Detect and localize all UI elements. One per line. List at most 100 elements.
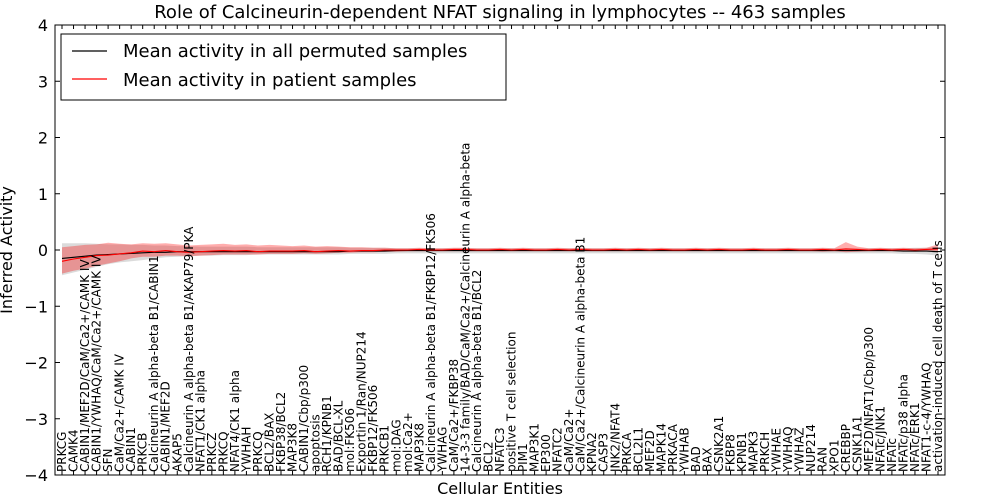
x-tick-label: YWHAE (770, 428, 784, 473)
x-tick-label: CaM/Ca2+/FKBP38 (447, 359, 461, 472)
x-tick-label: Exportin 1/Ran/NUP214 (355, 331, 369, 472)
x-tick-label: PRKCG (55, 432, 69, 472)
x-tick-label: CaM/Ca2+/Calcineurin A alpha-beta B1 (574, 237, 588, 472)
x-tick-label: BCL2L1 (631, 427, 645, 472)
x-tick-label: JNK2/NFAT4 (608, 403, 622, 473)
y-tick-label: −3 (24, 410, 48, 429)
chart-title: Role of Calcineurin-dependent NFAT signa… (154, 2, 846, 23)
x-tick-label: MEF2D (643, 430, 657, 472)
x-tick-label: CaM/Ca2+ (562, 408, 576, 472)
y-tick-label: 2 (38, 129, 48, 148)
x-tick-label: CSNK2A1 (712, 416, 726, 472)
x-tick-label: NFATc/ERK1 (908, 403, 922, 472)
x-tick-label: PRKCB1 (378, 425, 392, 472)
x-tick-label: FKBP38/BCL2 (274, 392, 288, 472)
legend: Mean activity in all permuted samples Me… (60, 33, 507, 101)
x-tick-label: CREBBP (839, 424, 853, 472)
x-tick-label: NFATc/p38 alpha (896, 374, 910, 472)
x-tick-label: EP300 (539, 434, 553, 472)
x-tick-label: YWHAB (677, 427, 691, 473)
y-axis-ticks: −4 −3 −2 −1 0 1 2 3 4 (24, 16, 945, 485)
x-tick-label: CaM/Ca2+/CAMK IV (113, 353, 127, 472)
x-tick-label: KPNB1 (735, 432, 749, 472)
x-tick-label: PIM1 (516, 443, 530, 472)
y-axis-label: Inferred Activity (0, 186, 16, 314)
series-lines (61, 248, 939, 262)
x-tick-label: YWHAG (435, 427, 449, 474)
x-tick-label: Calcineurin A alpha-beta B1/CABIN1 (147, 255, 161, 472)
x-tick-label: NFATc (885, 438, 899, 472)
line-patient-mean (61, 248, 939, 262)
x-tick-label: BAX (701, 447, 715, 472)
y-tick-label: −1 (24, 297, 48, 316)
x-tick-label: CABIN1/Cbp/p300 (297, 365, 311, 472)
x-tick-label: PRKACA (666, 423, 680, 472)
x-tick-label: BAD (689, 446, 703, 472)
x-tick-label: SFN (101, 448, 115, 472)
x-tick-label: MAP3K8 (412, 423, 426, 472)
x-tick-label: apoptosis (309, 414, 323, 472)
x-tick-label: CSNK1A1 (850, 416, 864, 472)
y-tick-label: 1 (38, 185, 48, 204)
x-tick-label: MEF2D/NFAT1/Cbp/p300 (862, 327, 876, 472)
x-tick-label: XPO1 (827, 439, 841, 472)
band-patient (62, 242, 938, 274)
legend-label-permuted: Mean activity in all permuted samples (123, 41, 467, 62)
x-tick-label: PRKCZ (205, 433, 219, 472)
x-tick-label: RCH1/KPNB1 (320, 395, 334, 472)
x-tick-label: MAP3K8 (286, 423, 300, 472)
x-tick-label: activation-induced cell death of T cells (931, 240, 945, 472)
x-tick-label: BCL2/BAX (263, 413, 277, 472)
x-tick-label: CABIN1 (124, 427, 138, 472)
x-tick-label: KPNA2 (585, 432, 599, 472)
x-tick-label: MAPK3 (747, 431, 761, 472)
x-tick-label: Calcineurin A alpha-beta B1/FKBP12/FK506 (424, 213, 438, 472)
y-tick-label: −2 (24, 354, 48, 373)
x-tick-label: positive T cell selection (505, 332, 519, 472)
y-tick-label: −4 (24, 466, 48, 485)
x-tick-label: PRKCB (136, 433, 150, 472)
x-tick-label: YWHAH (239, 427, 253, 473)
x-tick-label: PRKCA (620, 432, 634, 472)
x-tick-label: CASP3 (597, 433, 611, 472)
x-tick-label: RAN (816, 447, 830, 472)
x-tick-label: BAD/BCL-XL (332, 400, 346, 472)
x-tick-label: 14-3-3 family/BAD/CaM/Ca2+/Calcineurin A… (458, 143, 472, 472)
x-tick-label: mol:FK506 (343, 408, 357, 472)
legend-label-patient: Mean activity in patient samples (123, 70, 417, 91)
x-tick-label: MAP3K1 (528, 423, 542, 472)
x-tick-label: MAPK14 (654, 423, 668, 472)
x-tick-label: YWHAZ (793, 427, 807, 473)
x-tick-label: CABIN1/MEF2D/CaM/Ca2+/CAMK IV (78, 259, 92, 473)
x-tick-label: CABIN1/YWHAQ/CaM/Ca2+/CAMK IV (90, 255, 104, 472)
x-tick-label: Calcineurin A alpha-beta B1/BCL2 (470, 270, 484, 472)
legend-box (60, 33, 507, 101)
x-tick-label: PRKCH (758, 432, 772, 472)
x-tick-label: NFATc/JNK1 (873, 406, 887, 472)
x-tick-label: PRKCQ (251, 431, 265, 472)
y-tick-label: 4 (38, 16, 48, 35)
x-tick-label: NFAT4/CK1 alpha (228, 370, 242, 472)
x-tick-label: Calcineurin A alpha-beta B1/AKAP79/PKA (182, 226, 196, 472)
x-tick-label: NUP214 (804, 424, 818, 472)
x-tick-label: NFAT1/CK1 alpha (193, 370, 207, 472)
x-tick-label: NFATC2 (551, 427, 565, 472)
x-tick-label: FKBP8 (724, 434, 738, 472)
x-axis-label: Cellular Entities (437, 479, 563, 498)
y-tick-label: 3 (38, 72, 48, 91)
x-tick-label: BCL2 (482, 441, 496, 472)
x-tick-label: mol:Ca2+ (401, 412, 415, 472)
x-tick-label: CAMK4 (67, 430, 81, 472)
x-tick-label: CABIN1/MEF2D (159, 381, 173, 472)
x-tick-label: mol:DAG (389, 419, 403, 472)
x-tick-label: PRKCQ (216, 431, 230, 472)
x-tick-label: AKAP5 (170, 433, 184, 472)
x-tick-label: NFATC3 (493, 427, 507, 472)
x-tick-label: NFAT1-c-4/YWHAQ (920, 362, 934, 472)
plot-frame (54, 24, 946, 476)
x-tick-label: FKBP12/FK506 (366, 385, 380, 472)
x-tick-label: YWHAQ (781, 426, 795, 473)
y-tick-label: 0 (38, 241, 48, 260)
